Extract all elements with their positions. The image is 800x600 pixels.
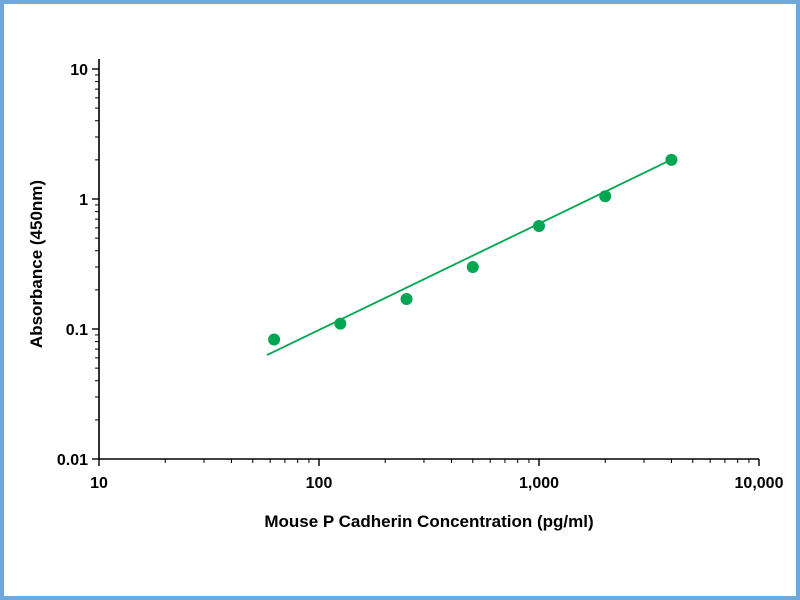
y-tick-label: 1: [79, 192, 88, 209]
data-point: [268, 333, 281, 346]
x-tick-label: 10,000: [735, 475, 784, 492]
axis-lines: [98, 59, 759, 460]
x-axis-label: Mouse P Cadherin Concentration (pg/ml): [264, 512, 593, 531]
standard-curve-chart: 10 100 1,000 10,000 0.01 0.1 1 10 Mouse P Cadhe…: [27, 59, 784, 531]
data-point: [533, 219, 545, 232]
x-tick-label: 1,000: [519, 475, 559, 492]
data-point: [599, 190, 612, 203]
data-point: [334, 317, 347, 330]
data-point: [665, 153, 678, 166]
y-tick-label: 10: [70, 62, 88, 79]
data-point: [466, 260, 479, 273]
data-point: [400, 293, 413, 306]
x-tick-label: 100: [306, 475, 333, 492]
trend-line: [266, 157, 675, 356]
x-tick-label: 10: [90, 475, 108, 492]
y-tick-label: 0.1: [66, 322, 88, 339]
y-axis-label: Absorbance (450nm): [27, 180, 46, 348]
y-tick-label: 0.01: [57, 452, 88, 469]
plot-area: 10 100 1,000 10,000 0.01 0.1 1 10: [57, 59, 784, 492]
